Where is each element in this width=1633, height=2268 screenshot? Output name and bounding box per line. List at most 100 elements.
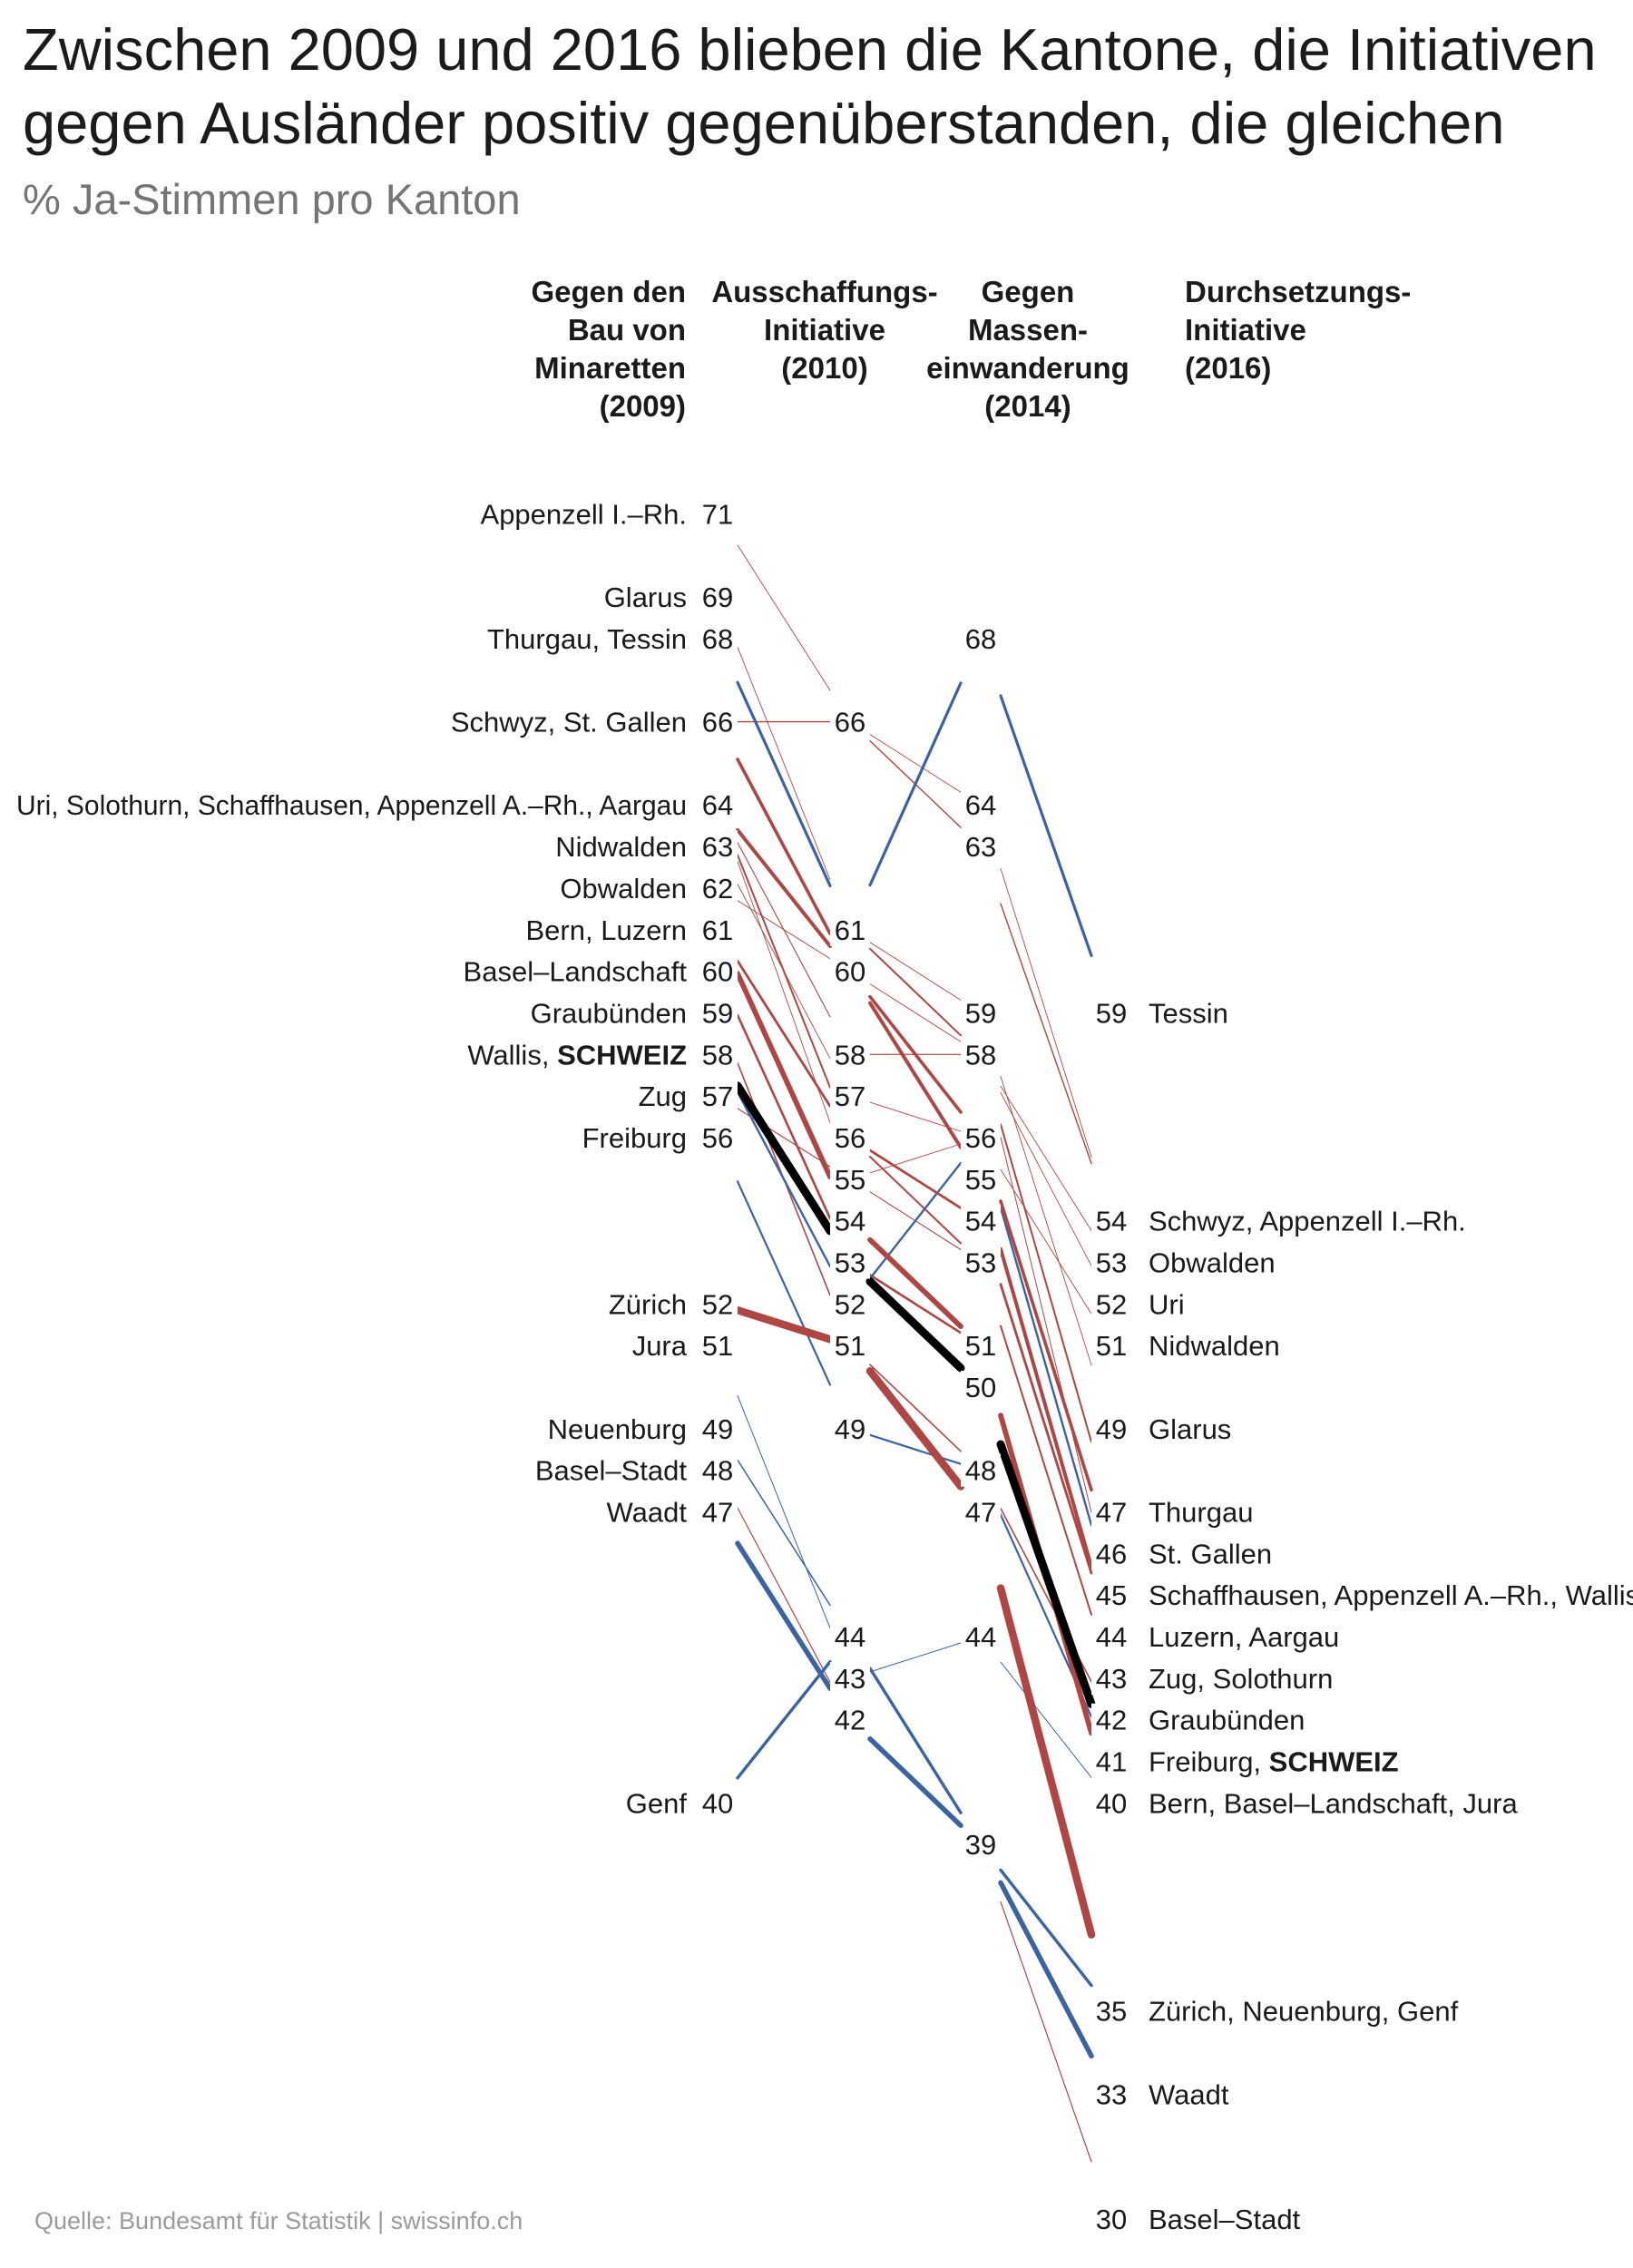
svg-text:Nidwalden: Nidwalden xyxy=(555,831,687,863)
svg-text:Zug, Solothurn: Zug, Solothurn xyxy=(1149,1663,1333,1695)
svg-text:Schwyz, St. Gallen: Schwyz, St. Gallen xyxy=(451,707,687,738)
svg-text:68: 68 xyxy=(702,623,733,655)
svg-text:St. Gallen: St. Gallen xyxy=(1149,1538,1272,1569)
svg-text:59: 59 xyxy=(1096,997,1127,1029)
svg-text:Appenzell I.–Rh.: Appenzell I.–Rh. xyxy=(481,498,687,530)
svg-text:51: 51 xyxy=(702,1330,733,1362)
svg-text:52: 52 xyxy=(835,1288,865,1320)
svg-text:Basel–Stadt: Basel–Stadt xyxy=(1149,2204,1301,2235)
svg-text:59: 59 xyxy=(702,997,733,1029)
svg-text:54: 54 xyxy=(1096,1206,1127,1237)
svg-text:54: 54 xyxy=(835,1206,865,1237)
svg-text:66: 66 xyxy=(835,707,865,738)
svg-text:Uri: Uri xyxy=(1149,1288,1185,1320)
svg-text:58: 58 xyxy=(835,1039,865,1070)
svg-text:Bern, Basel–Landschaft, Jura: Bern, Basel–Landschaft, Jura xyxy=(1149,1787,1518,1819)
svg-text:56: 56 xyxy=(835,1122,865,1154)
svg-text:Wallis, SCHWEIZ: Wallis, SCHWEIZ xyxy=(467,1039,687,1070)
svg-text:53: 53 xyxy=(1096,1247,1127,1279)
svg-text:Zug: Zug xyxy=(639,1080,687,1112)
svg-text:42: 42 xyxy=(835,1705,865,1736)
svg-text:59: 59 xyxy=(965,997,996,1029)
svg-text:Tessin: Tessin xyxy=(1149,997,1228,1029)
svg-text:64: 64 xyxy=(702,789,733,821)
svg-text:44: 44 xyxy=(835,1621,865,1653)
svg-text:Nidwalden: Nidwalden xyxy=(1149,1330,1280,1362)
svg-text:56: 56 xyxy=(965,1122,996,1154)
svg-text:69: 69 xyxy=(702,582,733,613)
svg-text:40: 40 xyxy=(702,1787,733,1819)
svg-text:39: 39 xyxy=(965,1829,996,1861)
svg-text:Schwyz, Appenzell I.–Rh.: Schwyz, Appenzell I.–Rh. xyxy=(1149,1206,1466,1237)
svg-text:49: 49 xyxy=(1096,1413,1127,1445)
svg-text:Glarus: Glarus xyxy=(604,582,687,613)
svg-text:Basel–Landschaft: Basel–Landschaft xyxy=(464,956,688,988)
svg-text:Waadt: Waadt xyxy=(607,1497,688,1529)
svg-text:54: 54 xyxy=(965,1206,996,1237)
svg-text:49: 49 xyxy=(835,1413,865,1445)
svg-text:30: 30 xyxy=(1096,2204,1127,2235)
svg-text:46: 46 xyxy=(1096,1538,1127,1569)
svg-text:Obwalden: Obwalden xyxy=(1149,1247,1276,1279)
svg-text:Genf: Genf xyxy=(626,1787,688,1819)
svg-text:48: 48 xyxy=(965,1455,996,1487)
svg-text:57: 57 xyxy=(835,1080,865,1112)
svg-text:Graubünden: Graubünden xyxy=(1149,1705,1305,1736)
svg-text:60: 60 xyxy=(835,956,865,988)
svg-text:52: 52 xyxy=(1096,1288,1127,1320)
svg-text:Obwalden: Obwalden xyxy=(560,873,687,904)
svg-text:Thurgau: Thurgau xyxy=(1149,1497,1253,1529)
svg-text:58: 58 xyxy=(702,1039,733,1070)
svg-text:Freiburg: Freiburg xyxy=(582,1122,687,1154)
svg-text:62: 62 xyxy=(702,873,733,904)
svg-text:61: 61 xyxy=(835,914,865,946)
svg-text:40: 40 xyxy=(1096,1787,1127,1819)
svg-text:47: 47 xyxy=(965,1497,996,1529)
svg-text:Uri, Solothurn, Schaffhausen,: Uri, Solothurn, Schaffhausen, Appenzell … xyxy=(16,789,687,821)
svg-text:Neuenburg: Neuenburg xyxy=(548,1413,687,1445)
svg-text:43: 43 xyxy=(1096,1663,1127,1695)
svg-text:63: 63 xyxy=(965,831,996,863)
svg-text:50: 50 xyxy=(965,1372,996,1403)
svg-text:44: 44 xyxy=(1096,1621,1127,1653)
svg-text:48: 48 xyxy=(702,1455,733,1487)
svg-text:52: 52 xyxy=(702,1288,733,1320)
svg-text:Zürich: Zürich xyxy=(609,1288,687,1320)
svg-text:47: 47 xyxy=(702,1497,733,1529)
svg-text:45: 45 xyxy=(1096,1579,1127,1611)
svg-text:Jura: Jura xyxy=(632,1330,688,1362)
svg-text:58: 58 xyxy=(965,1039,996,1070)
svg-text:51: 51 xyxy=(835,1330,865,1362)
svg-text:64: 64 xyxy=(965,789,996,821)
svg-text:51: 51 xyxy=(965,1330,996,1362)
svg-text:53: 53 xyxy=(835,1247,865,1279)
svg-text:Glarus: Glarus xyxy=(1149,1413,1231,1445)
svg-text:33: 33 xyxy=(1096,2078,1127,2110)
svg-text:42: 42 xyxy=(1096,1705,1127,1736)
svg-text:41: 41 xyxy=(1096,1746,1127,1778)
svg-text:56: 56 xyxy=(702,1122,733,1154)
svg-text:53: 53 xyxy=(965,1247,996,1279)
svg-text:Bern, Luzern: Bern, Luzern xyxy=(526,914,688,946)
svg-text:Zürich, Neuenburg, Genf: Zürich, Neuenburg, Genf xyxy=(1149,1996,1459,2028)
svg-text:60: 60 xyxy=(702,956,733,988)
svg-text:43: 43 xyxy=(835,1663,865,1695)
svg-text:57: 57 xyxy=(702,1080,733,1112)
svg-text:Luzern, Aargau: Luzern, Aargau xyxy=(1149,1621,1339,1653)
svg-text:Schaffhausen, Appenzell A.–Rh.: Schaffhausen, Appenzell A.–Rh., Wallis xyxy=(1149,1579,1633,1611)
svg-text:47: 47 xyxy=(1096,1497,1127,1529)
svg-text:51: 51 xyxy=(1096,1330,1127,1362)
svg-text:Thurgau, Tessin: Thurgau, Tessin xyxy=(487,623,687,655)
svg-text:Graubünden: Graubünden xyxy=(531,997,687,1029)
svg-text:Waadt: Waadt xyxy=(1149,2078,1229,2110)
svg-text:55: 55 xyxy=(835,1164,865,1196)
svg-text:61: 61 xyxy=(702,914,733,946)
svg-text:68: 68 xyxy=(965,623,996,655)
svg-text:63: 63 xyxy=(702,831,733,863)
svg-text:55: 55 xyxy=(965,1164,996,1196)
svg-text:44: 44 xyxy=(965,1621,996,1653)
svg-text:Basel–Stadt: Basel–Stadt xyxy=(535,1455,688,1487)
svg-text:71: 71 xyxy=(702,498,733,530)
svg-text:35: 35 xyxy=(1096,1996,1127,2028)
svg-text:49: 49 xyxy=(702,1413,733,1445)
